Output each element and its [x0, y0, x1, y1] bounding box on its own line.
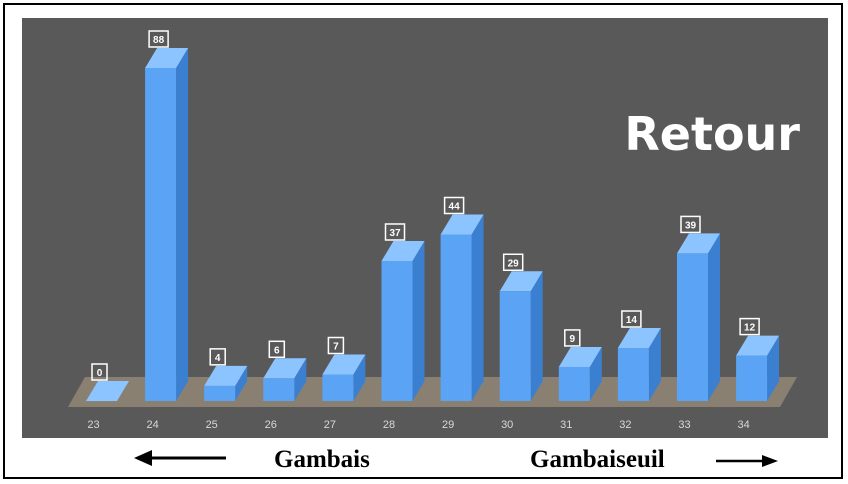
- data-label: 6: [274, 345, 280, 356]
- data-label-box: [621, 310, 642, 328]
- bar-side: [294, 358, 307, 401]
- bar-front: [617, 348, 649, 401]
- x-tick-label: 30: [501, 419, 513, 431]
- right-direction-arrow: [716, 455, 778, 467]
- bar-top: [204, 365, 248, 386]
- tick-labels: 23 24 25 26 27 28 29 30 31 32 33 34: [87, 419, 749, 431]
- bar-top: [381, 240, 425, 261]
- bar-top: [736, 335, 780, 356]
- bar-front: [736, 355, 768, 401]
- bar-top: [558, 346, 602, 367]
- x-tick-label: 28: [383, 419, 395, 431]
- data-label-box: [327, 336, 345, 355]
- bar-top: [145, 48, 189, 68]
- bar-29: [440, 214, 484, 401]
- data-label-box: [443, 196, 465, 215]
- bar-front: [499, 291, 531, 401]
- bar-side: [176, 48, 189, 401]
- bar-side: [235, 365, 248, 401]
- data-label-box: [502, 253, 524, 272]
- x-tick-label: 23: [87, 419, 99, 431]
- data-label: 12: [744, 323, 756, 334]
- left-direction-arrow: [134, 450, 226, 466]
- bar-31: [558, 346, 602, 401]
- x-tick-label: 27: [324, 419, 336, 431]
- data-label: 44: [449, 202, 461, 213]
- data-label: 88: [153, 35, 165, 46]
- x-tick-label: 34: [737, 419, 749, 431]
- right-direction-label: Gambaiseuil: [530, 446, 665, 473]
- data-label: 7: [333, 342, 339, 353]
- data-label-box: [680, 215, 701, 234]
- data-label-box: [564, 329, 581, 347]
- data-label-box: [209, 348, 226, 366]
- bar-front: [322, 374, 354, 401]
- bar-front: [145, 68, 177, 401]
- x-tick-label: 25: [206, 419, 218, 431]
- bar-28: [381, 240, 425, 401]
- bar-top: [499, 271, 543, 292]
- data-label: 37: [389, 228, 401, 239]
- bars-layer: 0 88 4 6 7 37 44 29 9 14 39 12: [86, 30, 780, 402]
- bar-27: [322, 354, 366, 401]
- data-label-box: [91, 363, 108, 381]
- bar-top: [322, 354, 366, 375]
- bar-front: [381, 260, 413, 401]
- bar-side: [767, 335, 780, 401]
- bar-34: [736, 335, 780, 401]
- bar-top: [86, 381, 129, 401]
- x-tick-label: 29: [442, 419, 454, 431]
- data-label: 4: [215, 353, 221, 364]
- data-label-box: [384, 223, 406, 241]
- x-tick-label: 32: [619, 419, 631, 431]
- bar-side: [353, 354, 366, 401]
- bar-32: [617, 328, 661, 401]
- chart-floor: [68, 377, 797, 407]
- bar-side: [412, 240, 425, 401]
- bar-side: [708, 233, 720, 401]
- data-label: 29: [508, 258, 520, 269]
- bar-front: [677, 253, 708, 401]
- bar-front: [204, 385, 236, 401]
- bar-26: [263, 358, 307, 401]
- left-direction-label: Gambais: [274, 446, 370, 473]
- bar-23: [86, 381, 129, 402]
- data-label-box: [148, 30, 169, 48]
- bar-side: [530, 271, 543, 401]
- bar-front: [263, 378, 295, 401]
- data-label: 14: [626, 315, 638, 326]
- chart-title: Retour: [624, 107, 800, 161]
- bar-top: [617, 328, 661, 349]
- data-label: 9: [570, 334, 576, 345]
- bar-side: [648, 328, 661, 401]
- bar-top: [263, 358, 307, 379]
- bar-front: [558, 366, 590, 401]
- x-tick-label: 31: [560, 419, 572, 431]
- bar-side: [471, 214, 484, 401]
- data-label: 0: [97, 368, 103, 379]
- bar-33: [677, 233, 720, 401]
- x-tick-label: 26: [265, 419, 277, 431]
- x-tick-label: 24: [146, 419, 158, 431]
- bar-30: [499, 271, 543, 401]
- bar-top: [440, 214, 484, 235]
- x-tick-label: 33: [678, 419, 690, 431]
- bar-top: [677, 233, 720, 254]
- bar-front: [440, 234, 472, 401]
- bar-25: [204, 365, 248, 401]
- data-label-box: [268, 340, 286, 359]
- data-label-box: [739, 317, 760, 336]
- bar-24: [145, 48, 189, 401]
- bar-side: [589, 346, 602, 401]
- data-label: 39: [685, 220, 697, 231]
